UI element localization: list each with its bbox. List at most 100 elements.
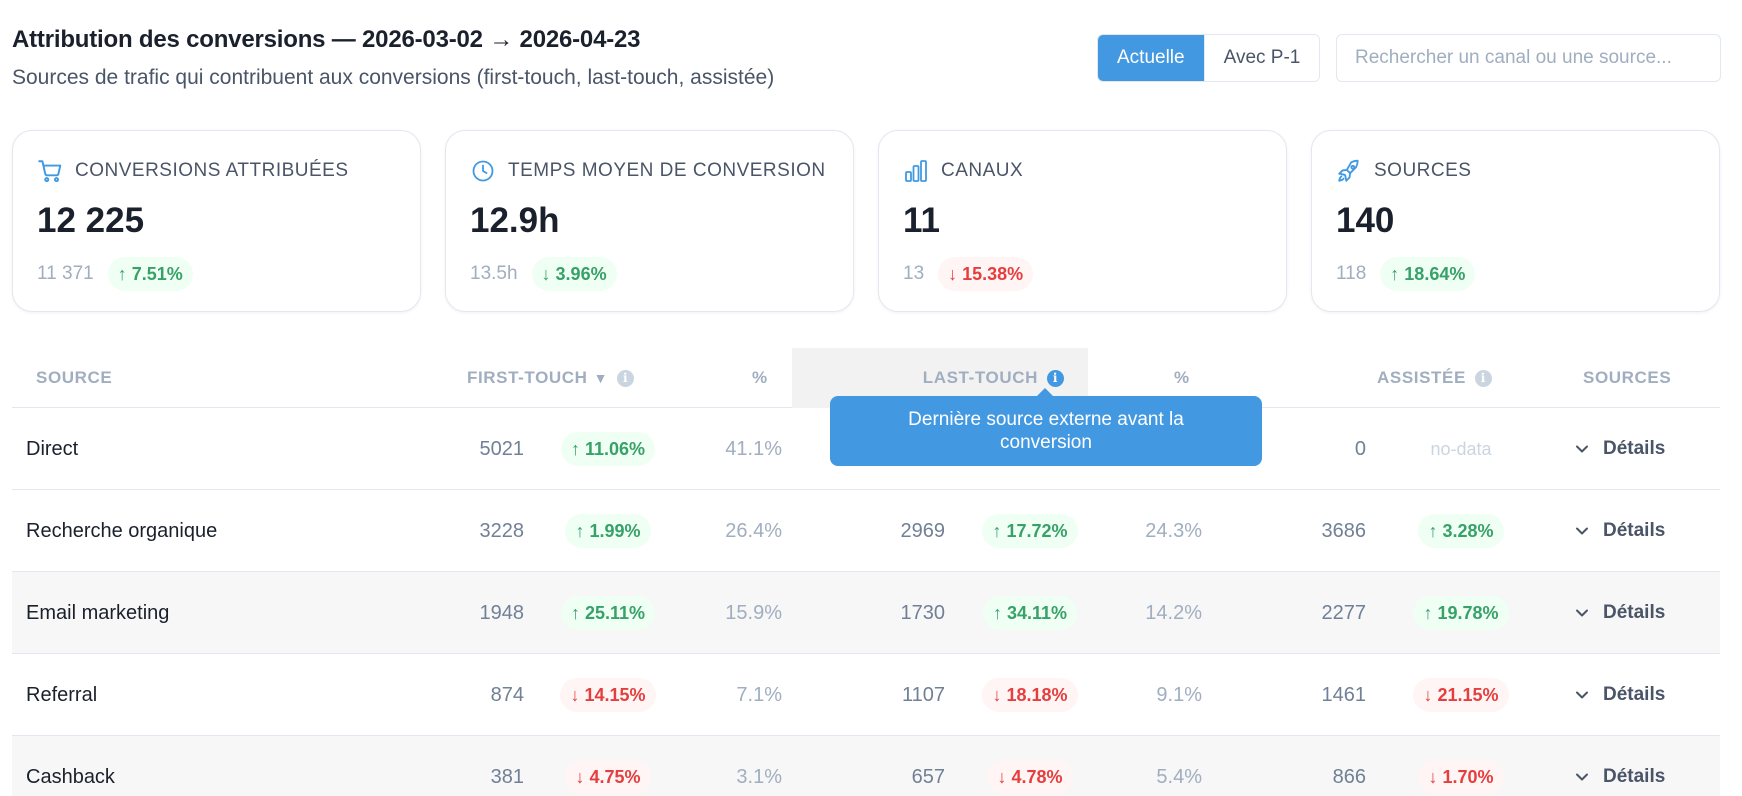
kpi-card-sources: SOURCES 140 118 ↑ 18.64%: [1311, 130, 1720, 312]
kpi-card-avg-time: TEMPS MOYEN DE CONVERSION 12.9h 13.5h ↓ …: [445, 130, 854, 312]
clock-icon: [470, 158, 496, 184]
row-source-name: Direct: [26, 437, 79, 460]
kpi-previous: 11 371: [37, 263, 94, 284]
row-source-name: Recherche organique: [26, 519, 218, 542]
last-touch-delta-badge: ↑ 34.11%: [982, 596, 1078, 630]
assisted-value: 2277: [1321, 601, 1367, 624]
last-touch-value: 1730: [900, 601, 946, 624]
col-header-first-touch-label: FIRST-TOUCH: [467, 368, 588, 387]
details-label: Détails: [1603, 520, 1666, 541]
kpi-delta-badge: ↓ 3.96%: [531, 257, 617, 291]
last-touch-pct: 14.2%: [1145, 601, 1202, 624]
sort-desc-icon: ▼: [593, 370, 609, 386]
tooltip-arrow: [1037, 388, 1053, 396]
period-toggle: Actuelle Avec P-1: [1097, 34, 1321, 82]
first-touch-pct: 7.1%: [736, 683, 782, 706]
kpi-cards: CONVERSIONS ATTRIBUÉES 12 225 11 371 ↑ 7…: [12, 130, 1720, 312]
first-touch-delta-badge: ↑ 11.06%: [560, 432, 656, 466]
last-touch-value: 657: [911, 765, 945, 788]
kpi-label: SOURCES: [1374, 160, 1472, 181]
first-touch-value: 381: [490, 765, 524, 788]
kpi-previous: 13: [903, 263, 925, 284]
chevron-down-icon: [1576, 445, 1588, 453]
table-row: Email marketing 1948 ↑ 25.11% 15.9% 1730…: [12, 572, 1720, 654]
kpi-delta-badge: ↓ 15.38%: [938, 257, 1034, 291]
last-touch-pct: 9.1%: [1156, 683, 1202, 706]
kpi-delta-badge: ↑ 18.64%: [1380, 257, 1476, 291]
assisted-value: 3686: [1321, 519, 1367, 542]
bar-chart-icon: [903, 158, 929, 184]
first-touch-value: 874: [490, 683, 524, 706]
first-touch-delta-badge: ↓ 4.75%: [565, 760, 651, 794]
current-period-button[interactable]: Actuelle: [1098, 35, 1204, 81]
col-header-sources: SOURCES: [1583, 368, 1672, 387]
info-icon[interactable]: i: [617, 369, 635, 387]
col-header-first-touch[interactable]: FIRST-TOUCH ▼ i: [467, 348, 635, 408]
table-row: Direct 5021 ↑ 11.06% 41.1% 0 no-data Dét…: [12, 408, 1720, 490]
kpi-label: TEMPS MOYEN DE CONVERSION: [508, 160, 826, 181]
kpi-delta-badge: ↑ 7.51%: [107, 257, 193, 291]
last-touch-tooltip: Dernière source externe avant la convers…: [830, 396, 1262, 466]
col-header-source[interactable]: SOURCE: [36, 368, 113, 387]
last-touch-pct: 5.4%: [1156, 765, 1202, 788]
kpi-value: 11: [903, 201, 940, 240]
kpi-label: CANAUX: [941, 160, 1024, 181]
first-touch-delta-badge: ↑ 25.11%: [560, 596, 656, 630]
rocket-icon: [1336, 158, 1362, 184]
row-source-name: Referral: [26, 683, 98, 706]
last-touch-delta-badge: ↓ 4.78%: [987, 760, 1073, 794]
first-touch-pct: 3.1%: [736, 765, 782, 788]
compare-period-button[interactable]: Avec P-1: [1203, 35, 1320, 81]
chevron-down-icon: [1576, 527, 1588, 535]
details-label: Détails: [1603, 766, 1666, 787]
details-label: Détails: [1603, 602, 1666, 623]
last-touch-delta-badge: ↓ 18.18%: [982, 678, 1078, 712]
page-title: Attribution des conversions — 2026-03-02…: [12, 26, 641, 53]
first-touch-value: 5021: [479, 437, 525, 460]
page-subtitle: Sources de trafic qui contribuent aux co…: [12, 66, 775, 89]
first-touch-delta-badge: ↓ 14.15%: [560, 678, 656, 712]
kpi-card-conversions: CONVERSIONS ATTRIBUÉES 12 225 11 371 ↑ 7…: [12, 130, 421, 312]
search-input[interactable]: [1336, 34, 1721, 82]
table-row: Cashback 381 ↓ 4.75% 3.1% 657 ↓ 4.78% 5.…: [12, 736, 1720, 796]
details-label: Détails: [1603, 438, 1666, 459]
info-icon[interactable]: i: [1047, 369, 1064, 387]
details-toggle[interactable]: Détails: [1575, 408, 1665, 490]
details-toggle[interactable]: Détails: [1575, 490, 1665, 572]
chevron-down-icon: [1576, 691, 1588, 699]
assisted-value: 0: [1354, 437, 1366, 460]
last-touch-value: 1107: [901, 683, 945, 706]
chevron-down-icon: [1576, 773, 1588, 781]
assisted-delta-badge: ↓ 21.15%: [1413, 678, 1509, 712]
info-icon[interactable]: i: [1474, 369, 1492, 387]
no-data-label: no-data: [1430, 438, 1492, 459]
col-header-assisted-label: ASSISTÉE: [1377, 368, 1466, 387]
first-touch-value: 3228: [479, 519, 525, 542]
details-label: Détails: [1603, 684, 1666, 705]
first-touch-pct: 41.1%: [725, 437, 782, 460]
table-row: Referral 874 ↓ 14.15% 7.1% 1107 ↓ 18.18%…: [12, 654, 1720, 736]
assisted-delta-badge: ↑ 19.78%: [1413, 596, 1509, 630]
col-header-last-pct[interactable]: %: [1174, 368, 1190, 387]
kpi-previous: 13.5h: [470, 263, 518, 284]
last-touch-value: 2969: [900, 519, 946, 542]
col-header-assisted[interactable]: ASSISTÉE i: [1377, 348, 1492, 408]
col-header-last-touch-label: LAST-TOUCH: [922, 368, 1038, 387]
details-toggle[interactable]: Détails: [1575, 572, 1665, 654]
row-source-name: Cashback: [26, 765, 115, 788]
kpi-previous: 118: [1336, 263, 1367, 284]
row-source-name: Email marketing: [26, 601, 170, 624]
kpi-value: 12.9h: [470, 201, 560, 240]
table-row: Recherche organique 3228 ↑ 1.99% 26.4% 2…: [12, 490, 1720, 572]
kpi-label: CONVERSIONS ATTRIBUÉES: [75, 160, 349, 181]
assisted-delta-badge: ↓ 1.70%: [1418, 760, 1504, 794]
first-touch-pct: 15.9%: [725, 601, 782, 624]
col-header-first-pct[interactable]: %: [752, 368, 768, 387]
first-touch-pct: 26.4%: [725, 519, 782, 542]
details-toggle[interactable]: Détails: [1575, 736, 1665, 796]
assisted-delta-badge: ↑ 3.28%: [1418, 514, 1504, 548]
assisted-value: 1461: [1321, 683, 1367, 706]
last-touch-delta-badge: ↑ 17.72%: [982, 514, 1078, 548]
chevron-down-icon: [1576, 609, 1588, 617]
details-toggle[interactable]: Détails: [1575, 654, 1665, 736]
